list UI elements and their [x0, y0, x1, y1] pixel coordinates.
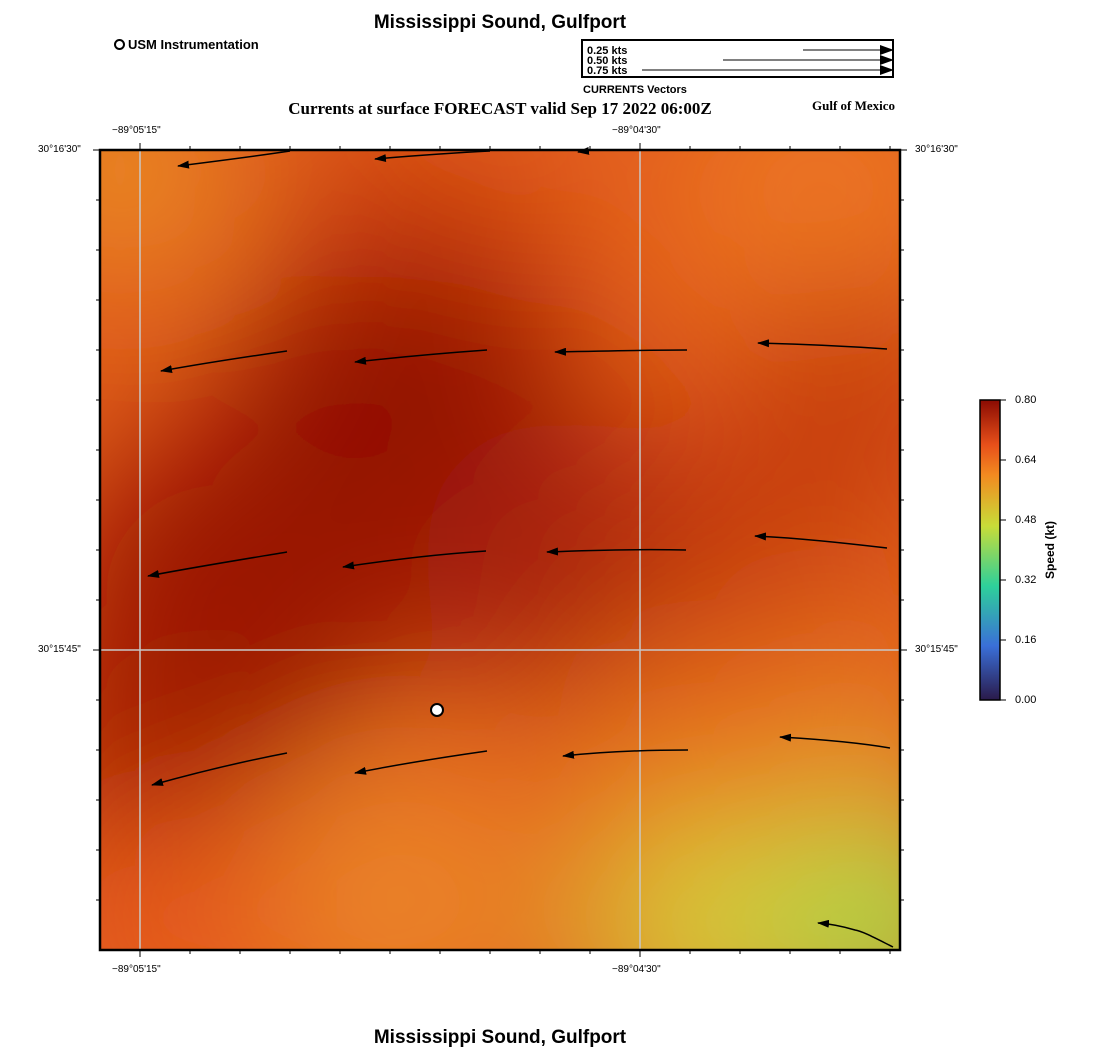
current-vector: [779, 733, 891, 749]
colorbar-ticks: [1000, 399, 1006, 701]
current-vector: [342, 550, 487, 570]
map-title: Mississippi Sound, Gulfport: [373, 12, 627, 33]
colorbar-tick-080: 0.80: [1015, 394, 1037, 406]
current-vector: [160, 350, 288, 373]
vector-legend-label-3: 0.75 kts: [587, 65, 628, 77]
forecast-subtitle: Currents at surface FORECAST valid Sep 1…: [288, 99, 712, 118]
current-vector: [562, 749, 689, 759]
frame-ticks: [93, 143, 907, 957]
current-vector: [354, 349, 488, 365]
usm-station-marker: [430, 703, 444, 717]
vector-legend-arrows: [642, 45, 894, 75]
lat-label-left-2: 30°15'45": [38, 644, 81, 655]
current-vector: [554, 347, 688, 356]
colorbar-tick-048: 0.48: [1015, 514, 1037, 526]
current-vector: [374, 150, 491, 163]
speed-field: [100, 150, 900, 950]
vector-legend-label-2: 0.50 kts: [587, 55, 628, 67]
station-legend-label: USM Instrumentation: [128, 37, 259, 52]
current-vector: [151, 752, 288, 786]
current-vector: [757, 339, 888, 350]
colorbar-tick-000: 0.00: [1015, 694, 1037, 706]
current-vector: [354, 750, 488, 775]
lon-label-top-1: −89°05'15": [112, 125, 161, 136]
lon-label-bottom-1: −89°05'15": [112, 964, 161, 975]
current-vector: [546, 547, 687, 556]
current-vector: [754, 532, 888, 549]
station-marker-icon: [114, 39, 125, 50]
station-legend: USM Instrumentation: [114, 37, 259, 52]
current-vector: [577, 146, 590, 155]
colorbar-tick-016: 0.16: [1015, 634, 1037, 646]
current-vector: [147, 551, 288, 578]
current-vectors: [147, 146, 894, 948]
region-label: Gulf of Mexico: [812, 98, 896, 113]
current-vector: [177, 150, 291, 169]
vector-legend-caption: CURRENTS Vectors: [583, 84, 687, 96]
lon-label-top-2: −89°04'30": [612, 125, 661, 136]
colorbar-tick-032: 0.32: [1015, 574, 1037, 586]
lat-label-left-1: 30°16'30": [38, 144, 81, 155]
footer-title: Mississippi Sound, Gulfport: [373, 1027, 627, 1048]
colorbar: [979, 399, 1001, 701]
lat-label-right-1: 30°16'30": [915, 144, 958, 155]
lon-label-bottom-2: −89°04'30": [612, 964, 661, 975]
current-vector: [817, 919, 894, 948]
colorbar-tick-064: 0.64: [1015, 454, 1037, 466]
vector-legend-label-1: 0.25 kts: [587, 45, 628, 57]
lat-label-right-2: 30°15'45": [915, 644, 958, 655]
